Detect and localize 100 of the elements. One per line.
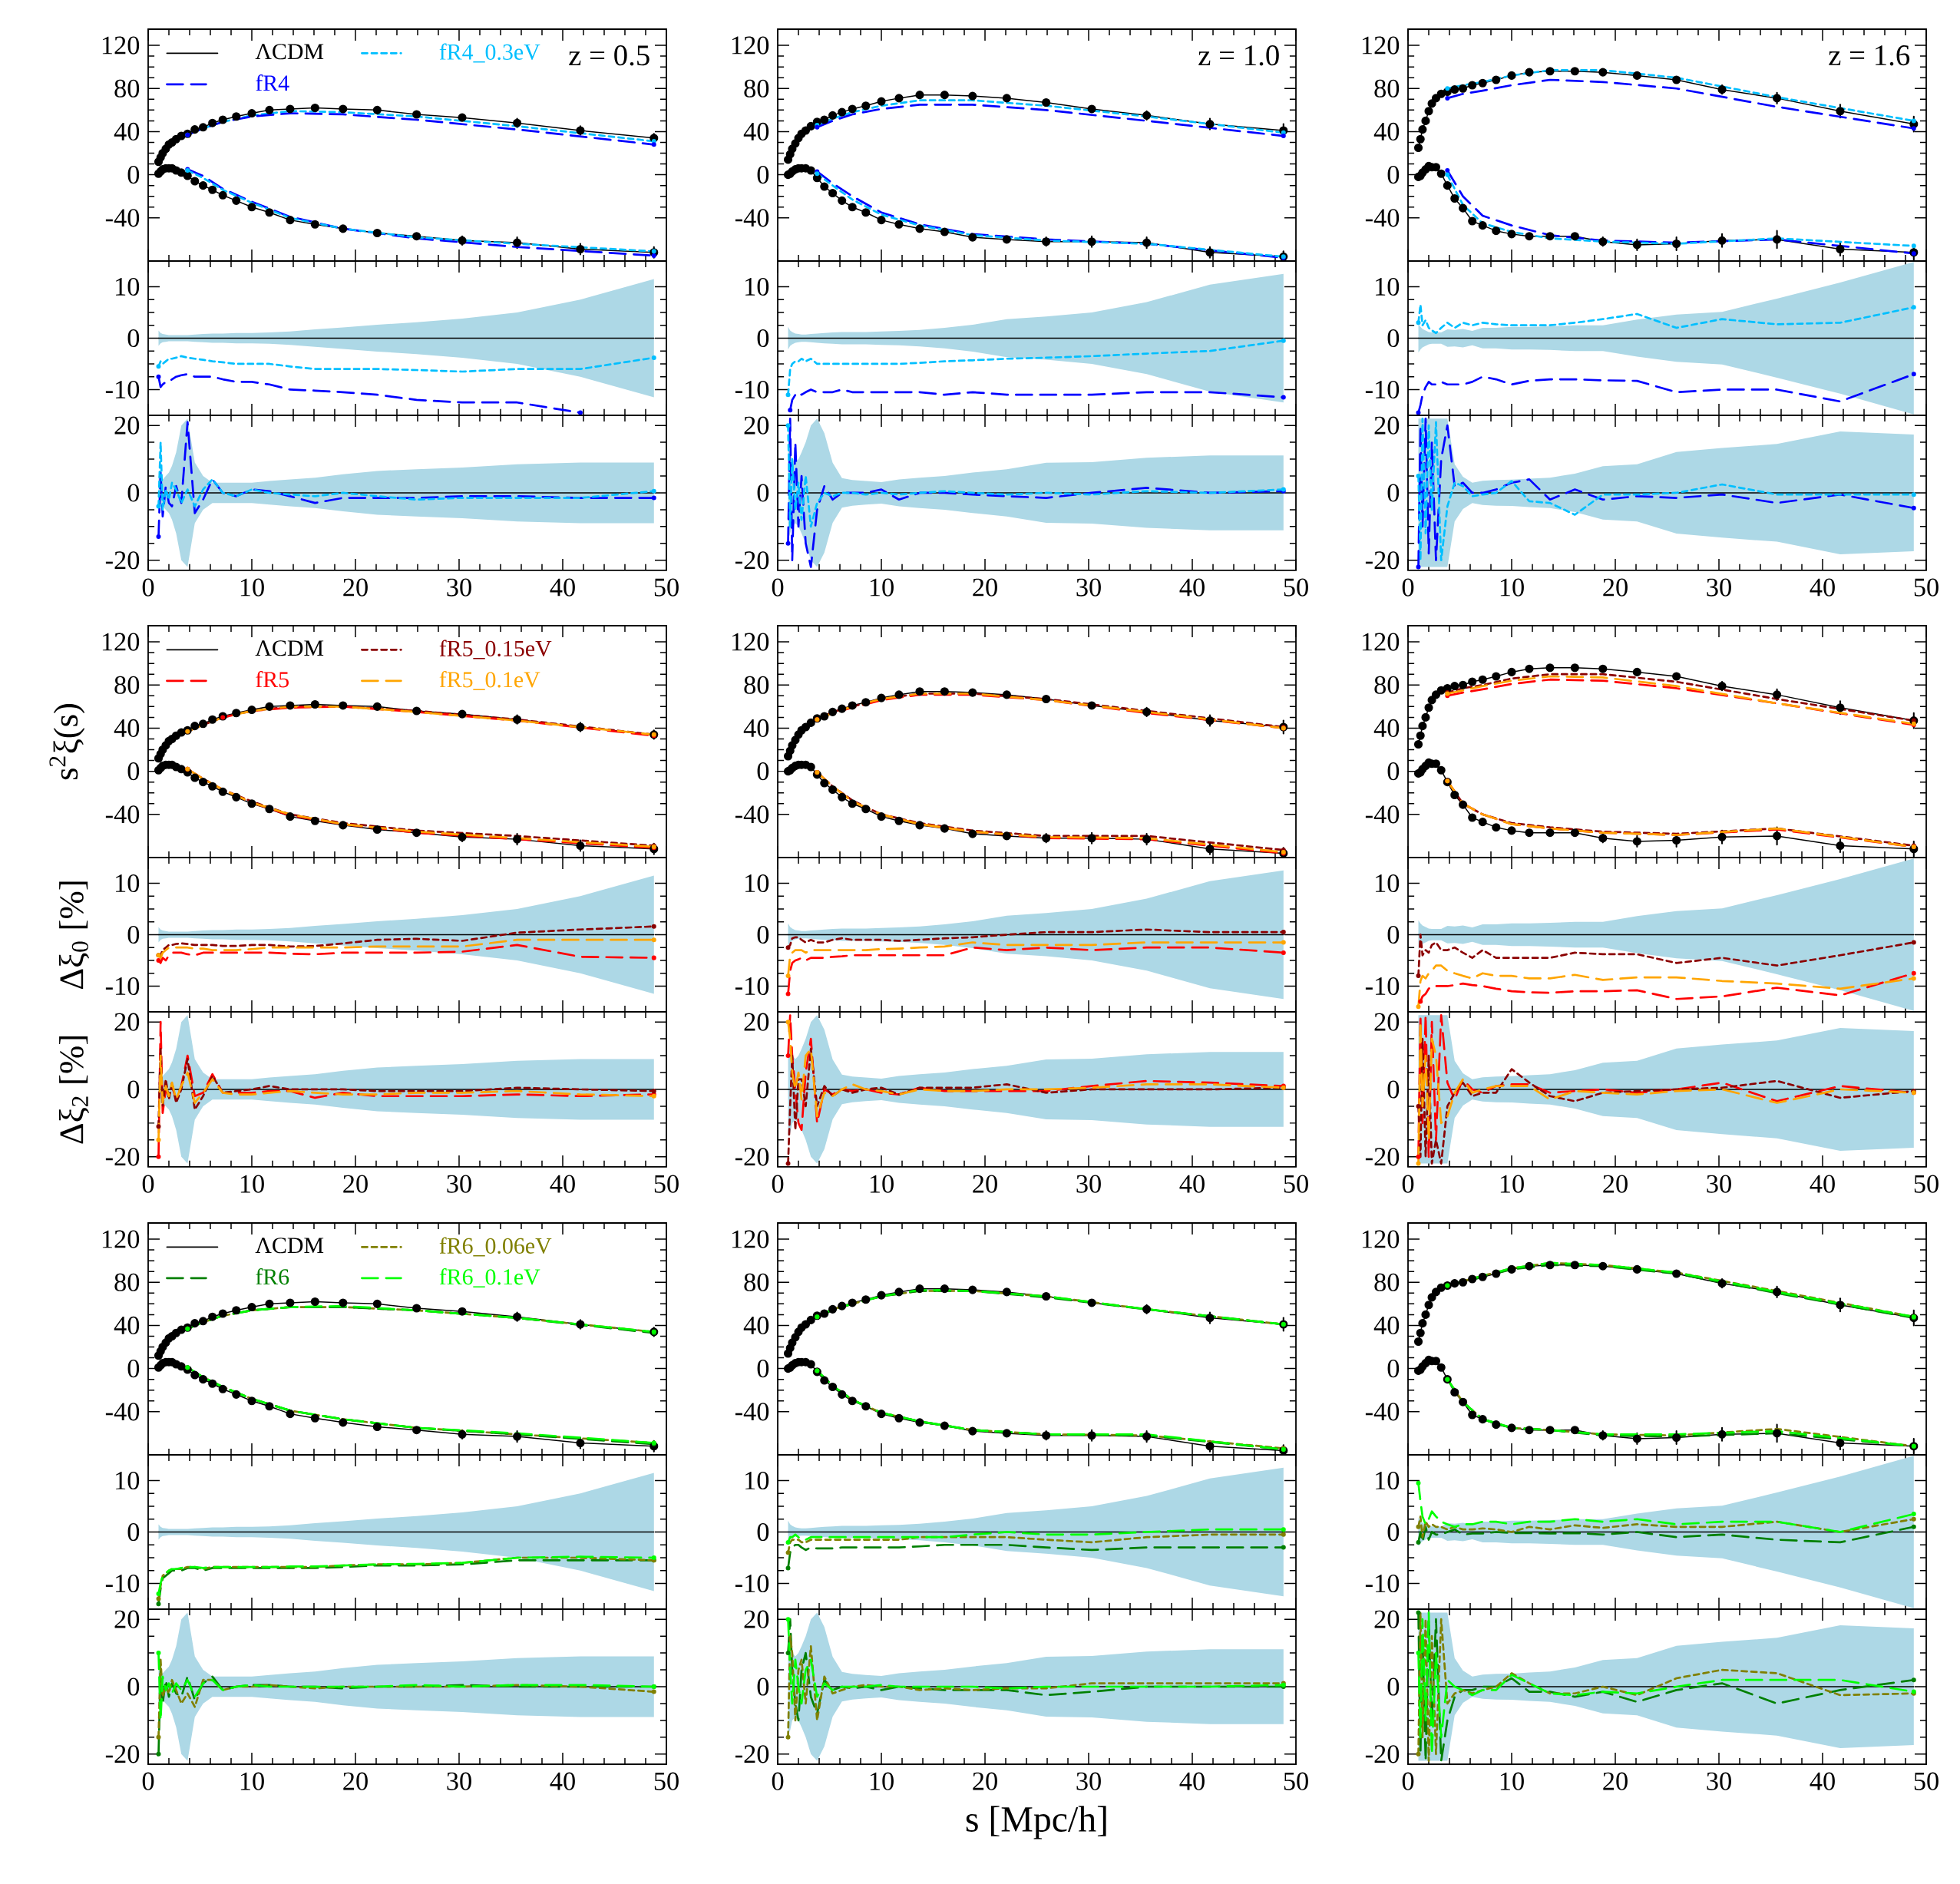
legend-label: fR6_0.1eV (439, 1268, 540, 1287)
y-tick-label: 80 (1374, 676, 1400, 694)
x-tick-label: 20 (343, 1175, 368, 1193)
y-tick-label: 10 (745, 277, 769, 296)
y-tick-label: -20 (1365, 1148, 1400, 1166)
y-tick-label: 20 (744, 1013, 769, 1031)
y-tick-label: 0 (1387, 1080, 1400, 1099)
y-tick-label: 20 (114, 416, 140, 435)
x-tick-label: 40 (550, 1175, 575, 1193)
y-tick-label: -20 (105, 1745, 140, 1763)
y-tick-label: 40 (114, 1316, 140, 1335)
y-tick-label: 120 (1362, 36, 1400, 55)
y-tick-label: 80 (1374, 79, 1400, 98)
legend-label: ΛCDM (255, 1238, 324, 1254)
y-tick-label: 40 (114, 122, 140, 141)
x-tick-label: 20 (1603, 1175, 1628, 1193)
y-tick-label: -40 (1365, 209, 1400, 227)
x-tick-label: 0 (772, 1772, 784, 1790)
y-tick-label: -10 (1365, 977, 1400, 996)
y-tick-label: 40 (743, 1316, 769, 1335)
y-tick-label: 120 (732, 36, 769, 55)
y-tick-label: -10 (105, 380, 140, 399)
y-tick-label: 0 (757, 166, 769, 184)
y-tick-label: 80 (744, 676, 769, 694)
y-tick-label: 40 (743, 122, 769, 141)
y-tick-label: 20 (114, 1610, 140, 1628)
y-tick-label: 0 (127, 329, 140, 348)
y-tick-label: -10 (1365, 1574, 1400, 1593)
y-tick-label: -20 (735, 551, 769, 570)
x-tick-label: 50 (1914, 1175, 1939, 1193)
x-tick-label: 0 (772, 578, 784, 597)
y-tick-label: 0 (1387, 329, 1400, 348)
y-tick-label: 0 (1387, 925, 1400, 944)
y-tick-label: -10 (105, 1574, 140, 1593)
x-tick-label: 30 (1076, 1175, 1101, 1193)
x-tick-label: 10 (870, 578, 894, 597)
x-tick-label: 30 (447, 1772, 471, 1790)
x-tick-label: 10 (240, 578, 264, 597)
y-tick-label: -10 (1365, 380, 1400, 399)
y-tick-label: -40 (735, 209, 769, 227)
y-tick-label: 0 (757, 762, 769, 781)
x-tick-label: 20 (343, 578, 368, 597)
x-tick-label: 0 (772, 1175, 784, 1193)
y-tick-label: 0 (757, 484, 769, 502)
y-tick-label: 10 (745, 1471, 769, 1490)
y-tick-label: 120 (1362, 633, 1400, 651)
y-tick-label: -40 (105, 805, 140, 824)
legend-label: fR5_0.1eV (439, 671, 540, 690)
y-tick-label: 0 (757, 1360, 769, 1378)
y-tick-label: 120 (1362, 1230, 1400, 1248)
y-tick-label: 0 (1387, 1360, 1400, 1378)
x-tick-label: 20 (1603, 1772, 1628, 1790)
y-axis-title: Δξ$_{0}$ [%] (58, 881, 90, 989)
x-tick-label: 50 (654, 1175, 679, 1193)
y-tick-label: 10 (116, 1471, 140, 1490)
y-tick-label: 120 (102, 1230, 140, 1248)
y-tick-label: 80 (114, 1273, 140, 1291)
x-tick-label: 40 (1179, 1772, 1205, 1790)
y-tick-label: 40 (114, 719, 140, 738)
legend-label: ΛCDM (255, 44, 324, 60)
x-tick-label: 20 (973, 1772, 997, 1790)
x-tick-label: 20 (1603, 578, 1628, 597)
annotation: z = 0.5 (569, 45, 649, 66)
y-tick-label: -40 (735, 805, 769, 824)
x-tick-label: 30 (1076, 1772, 1101, 1790)
x-tick-label: 50 (1914, 1772, 1939, 1790)
y-tick-label: 0 (127, 1677, 140, 1696)
x-tick-label: 30 (1707, 1175, 1731, 1193)
x-tick-label: 30 (447, 1175, 471, 1193)
y-tick-label: 20 (744, 1610, 769, 1628)
x-tick-label: 50 (1914, 578, 1939, 597)
y-tick-label: -40 (105, 1403, 140, 1421)
legend-label: fR4_0.3eV (439, 43, 540, 63)
x-tick-label: 40 (1810, 1175, 1835, 1193)
x-tick-label: 0 (1402, 1175, 1414, 1193)
y-tick-label: 0 (1387, 1522, 1400, 1542)
y-tick-label: 0 (757, 1080, 769, 1099)
y-tick-label: 80 (744, 1273, 769, 1291)
x-tick-label: 10 (240, 1772, 264, 1790)
x-tick-label: 20 (343, 1772, 368, 1790)
y-tick-label: -20 (1365, 1745, 1400, 1763)
y-tick-label: 20 (1374, 416, 1400, 435)
legend-label: ΛCDM (255, 640, 324, 656)
y-tick-label: -20 (105, 1148, 140, 1166)
x-tick-label: 0 (1402, 578, 1414, 597)
y-tick-label: 10 (1376, 874, 1400, 893)
y-tick-label: 80 (744, 79, 769, 98)
y-tick-label: -10 (735, 1574, 769, 1593)
y-tick-label: 20 (744, 416, 769, 435)
y-tick-label: 0 (1387, 166, 1400, 184)
y-tick-label: 0 (127, 1522, 140, 1542)
x-tick-label: 0 (142, 1772, 154, 1790)
y-tick-label: 0 (757, 1522, 769, 1542)
legend-label: fR4 (256, 74, 289, 91)
x-tick-label: 10 (870, 1772, 894, 1790)
x-tick-label: 50 (654, 1772, 679, 1790)
x-tick-label: 40 (1810, 1772, 1835, 1790)
x-tick-label: 50 (1284, 578, 1308, 597)
x-tick-label: 40 (1810, 578, 1835, 597)
x-tick-label: 10 (870, 1175, 894, 1193)
